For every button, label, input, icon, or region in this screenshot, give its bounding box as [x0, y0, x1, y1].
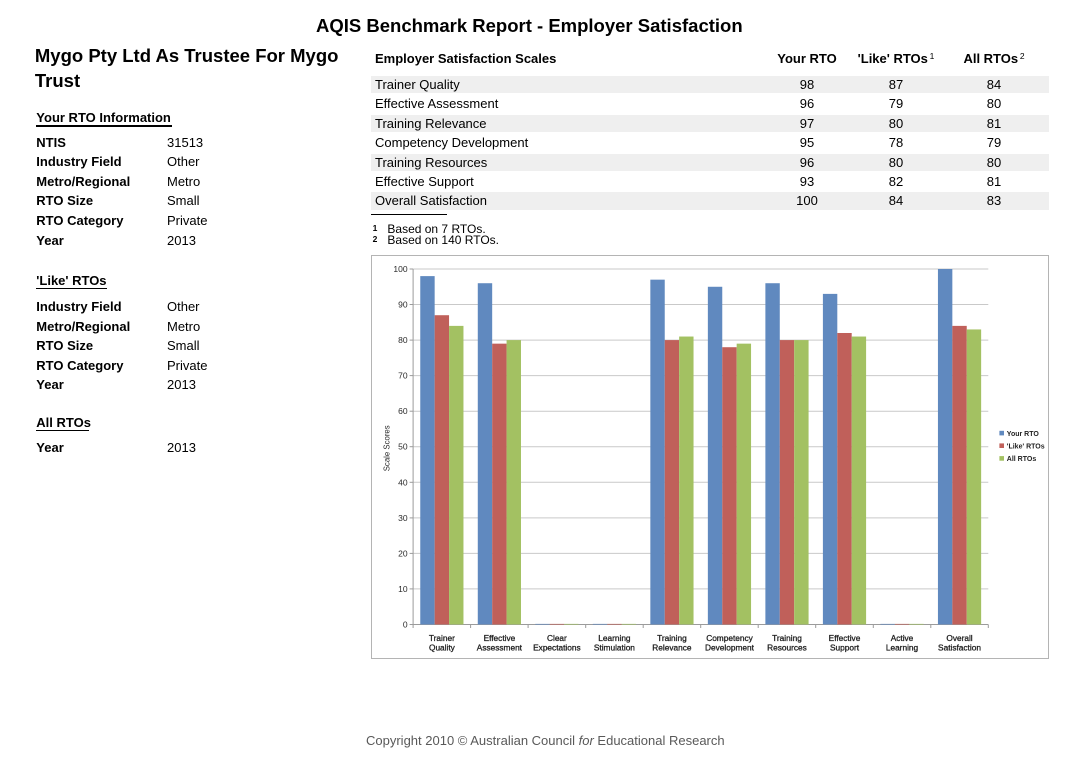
svg-text:Trainer: Trainer	[429, 633, 455, 643]
svg-text:Clear: Clear	[547, 633, 567, 643]
svg-text:'Like' RTOs: 'Like' RTOs	[1007, 443, 1045, 450]
svg-text:10: 10	[398, 584, 408, 594]
svg-text:Your RTO: Your RTO	[1007, 431, 1040, 438]
svg-text:80: 80	[398, 335, 408, 345]
svg-text:Resources: Resources	[767, 643, 807, 653]
svg-text:Training: Training	[657, 633, 687, 643]
svg-text:Learning: Learning	[886, 643, 919, 653]
svg-text:Expectations: Expectations	[533, 643, 581, 653]
svg-text:Effective: Effective	[829, 633, 861, 643]
svg-text:Development: Development	[705, 643, 755, 653]
svg-text:Effective: Effective	[484, 633, 516, 643]
svg-text:20: 20	[398, 548, 408, 558]
svg-text:Stimulation: Stimulation	[594, 643, 635, 653]
svg-text:50: 50	[398, 442, 408, 452]
svg-text:70: 70	[398, 371, 408, 381]
svg-text:30: 30	[398, 513, 408, 523]
svg-text:Assessment: Assessment	[477, 643, 523, 653]
svg-text:Active: Active	[891, 633, 914, 643]
svg-text:Scale Scores: Scale Scores	[383, 425, 392, 471]
svg-text:Competency: Competency	[706, 633, 753, 643]
svg-text:40: 40	[398, 477, 408, 487]
svg-text:Learning: Learning	[598, 633, 631, 643]
svg-text:Overall: Overall	[946, 633, 972, 643]
svg-text:100: 100	[393, 264, 407, 274]
svg-text:Relevance: Relevance	[652, 643, 692, 653]
svg-text:All RTOs: All RTOs	[1007, 456, 1037, 463]
svg-text:Satisfaction: Satisfaction	[938, 643, 981, 653]
svg-text:Quality: Quality	[429, 643, 456, 653]
svg-text:60: 60	[398, 406, 408, 416]
svg-text:0: 0	[403, 620, 408, 630]
svg-text:Support: Support	[830, 643, 860, 653]
svg-text:90: 90	[398, 300, 408, 310]
svg-text:Training: Training	[772, 633, 802, 643]
